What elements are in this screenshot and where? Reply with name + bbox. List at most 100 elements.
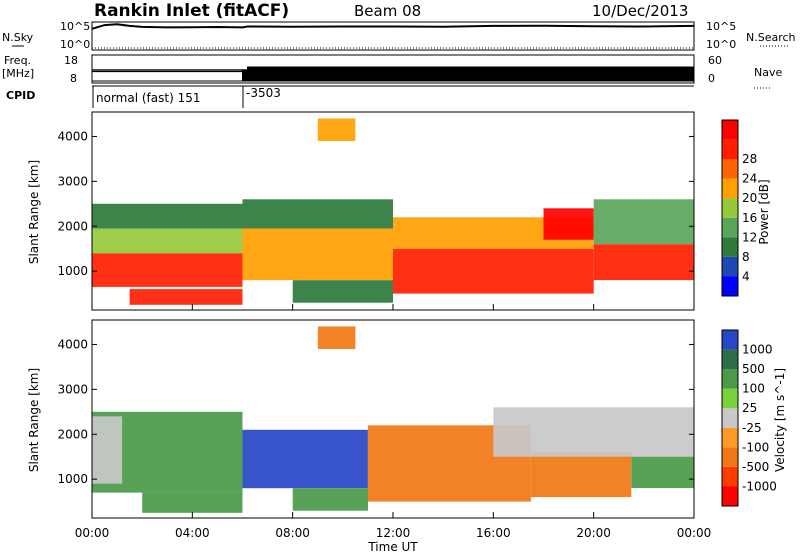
ytick-label-1: 2000 (57, 427, 88, 441)
scatter-region-0 (92, 253, 243, 287)
colorbar-swatch-3 (722, 427, 738, 448)
cpid-segment-label-1: normal (fast) 151 (96, 91, 200, 105)
colorbar-tick-4: 25 (742, 401, 757, 415)
ytick-label-2: 3000 (57, 382, 88, 396)
power-colorbar-label: Power [dB] (757, 179, 771, 244)
ytick-label-3: 4000 (57, 337, 88, 351)
velocity-heatmap (92, 326, 694, 513)
colorbar-tick-6: 28 (742, 152, 757, 166)
station-title: Rankin Inlet (fitACF) (94, 1, 289, 21)
scatter-region-8 (631, 456, 694, 489)
counts-tick-upper-left: 10^5 (60, 20, 90, 33)
scatter-region-3 (129, 289, 243, 305)
xtick-label-6: 00:00 (677, 526, 712, 540)
power-heatmap (92, 118, 694, 305)
colorbar-tick-3: 16 (742, 211, 757, 225)
colorbar-swatch-2 (722, 237, 738, 257)
scatter-region-4 (292, 488, 368, 511)
counts-panel: N.Sky 10^5 10^0 10^5 10^0 N.Search (2, 20, 796, 51)
counts-line-0 (91, 23, 695, 30)
scatter-region-6 (531, 452, 632, 498)
colorbar-swatch-4 (722, 198, 738, 218)
scatter-region-3 (242, 429, 368, 489)
cpid-label: CPID (6, 89, 35, 102)
counts-tick-lower-right: 10^0 (706, 38, 736, 51)
scatter-region-1 (92, 416, 123, 484)
colorbar-swatch-1 (722, 466, 738, 487)
cpid-row: CPID normal (fast) 151 -3503 (6, 85, 694, 108)
nave-block-1 (242, 69, 248, 82)
nave-block-2 (247, 66, 695, 82)
cpid-segment-label-2: -3503 (246, 86, 281, 100)
colorbar-swatch-6 (722, 159, 738, 179)
colorbar-swatch-3 (722, 217, 738, 238)
ytick-label-0: 1000 (57, 264, 88, 278)
nave-tick-upper: 60 (708, 54, 722, 67)
colorbar-swatch-6 (722, 369, 738, 389)
ytick-label-0: 1000 (57, 472, 88, 486)
colorbar-tick-4: 20 (742, 191, 757, 205)
nsky-label: N.Sky (2, 31, 34, 44)
colorbar-swatch-0 (722, 276, 738, 296)
colorbar-swatch-7 (722, 349, 738, 370)
counts-panel-frame (91, 21, 695, 51)
nave-label: Nave (754, 66, 782, 79)
counts-tick-upper-right: 10^5 (706, 20, 736, 33)
scatter-region-7 (393, 248, 594, 294)
ytick-label-2: 3000 (57, 174, 88, 188)
scatter-region-11 (593, 199, 694, 245)
colorbar-swatch-8 (722, 120, 738, 140)
freq-unit: [MHz] (2, 67, 34, 80)
date-title: 10/Dec/2013 (592, 2, 688, 20)
nave-tick-lower: 0 (708, 72, 715, 85)
velocity-colorbar: -1000 -500 -100 -25 25 100 500 1000 (721, 329, 777, 507)
ytick-label-1: 2000 (57, 219, 88, 233)
colorbar-swatch-5 (722, 178, 738, 199)
colorbar-swatch-4 (722, 408, 738, 428)
colorbar-frame (721, 329, 739, 507)
colorbar-swatch-5 (722, 388, 738, 409)
colorbar-swatch-8 (722, 330, 738, 350)
beam-title: Beam 08 (354, 2, 421, 20)
scatter-region-12 (317, 118, 356, 141)
colorbar-swatch-1 (722, 256, 738, 277)
scatter-region-10 (593, 244, 694, 281)
scatter-region-6 (292, 280, 393, 303)
scatter-region-2 (92, 203, 243, 229)
xtick-label-1: 04:00 (175, 526, 210, 540)
freq-label: Freq. (4, 54, 31, 67)
freq-tick-upper: 18 (64, 54, 78, 67)
xtick-label-5: 20:00 (576, 526, 611, 540)
scatter-region-2 (142, 492, 243, 513)
counts-series (91, 23, 695, 49)
colorbar-tick-7: 1000 (742, 343, 773, 357)
xtick-label-2: 08:00 (275, 526, 310, 540)
colorbar-tick-2: 12 (742, 230, 757, 244)
xtick-label-4: 16:00 (476, 526, 511, 540)
freq-panel: Freq. [MHz] 18 8 60 0 Nave (2, 54, 782, 89)
scatter-region-9 (317, 326, 356, 349)
power-y-axis: 1000 2000 3000 4000 (57, 129, 694, 278)
power-ylabel: Slant Range [km] (27, 160, 41, 264)
colorbar-tick-0: 4 (742, 269, 750, 283)
colorbar-tick-5: 100 (742, 382, 765, 396)
colorbar-tick-5: 24 (742, 172, 757, 186)
velocity-colorbar-label: Velocity [m s^-1] (773, 368, 787, 472)
colorbar-tick-1: 8 (742, 250, 750, 264)
freq-tick-lower: 8 (70, 72, 77, 85)
ytick-label-3: 4000 (57, 129, 88, 143)
scatter-region-1 (92, 228, 243, 254)
colorbar-swatch-7 (722, 139, 738, 160)
colorbar-tick-0: -1000 (742, 479, 777, 493)
counts-tick-lower-left: 10^0 (60, 38, 90, 51)
colorbar-swatch-0 (722, 486, 738, 506)
nsearch-label: N.Search (746, 31, 796, 44)
colorbar-tick-6: 500 (742, 362, 765, 376)
colorbar-frame (721, 119, 739, 297)
colorbar-tick-2: -100 (742, 440, 769, 454)
power-panel: 1000 2000 3000 4000 Slant Range [km] 4 8 12 16… (27, 111, 771, 311)
colorbar-swatch-2 (722, 447, 738, 467)
freq-series (91, 66, 695, 82)
